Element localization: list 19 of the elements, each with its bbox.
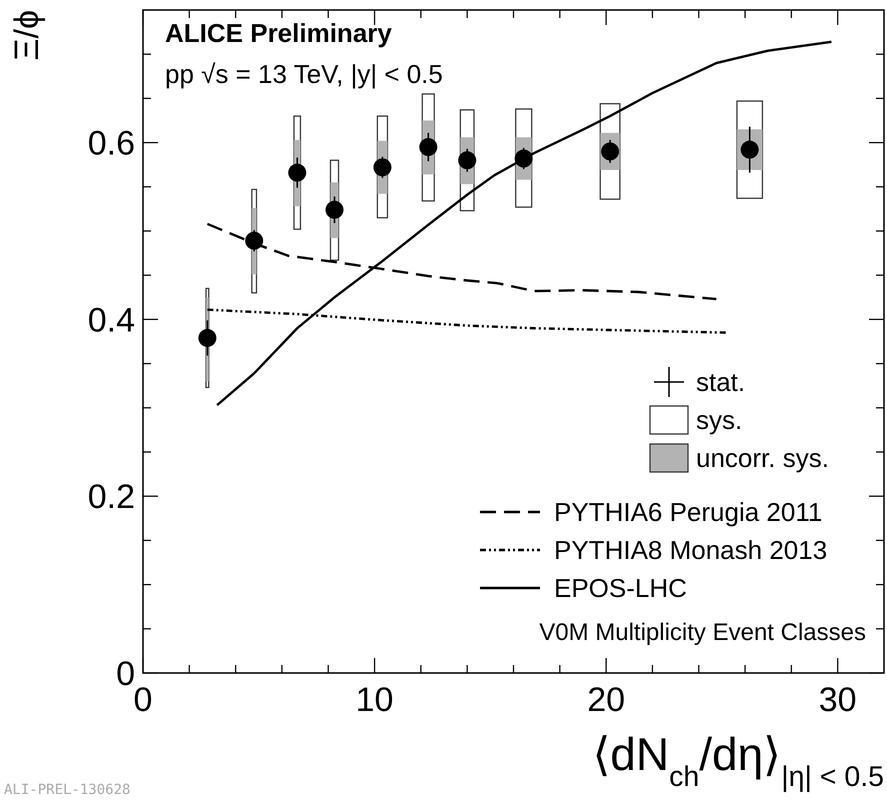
y-tick-label: 0.4	[88, 301, 135, 340]
text: pp √s = 13 TeV, |y| < 0.5	[165, 59, 443, 89]
y-tick-label: 0.6	[88, 124, 135, 163]
x-axis-title: ⟨dN$_{ch}$/dη⟩$_{|η| < 0.5}$	[592, 728, 884, 793]
y-tick-label: 0	[116, 655, 135, 693]
x-tick-label: 30	[818, 681, 857, 719]
y-axis-title: Ξ/ϕ	[8, 10, 46, 61]
legend-label: uncorr. sys.	[696, 443, 829, 473]
x-tick-label: 10	[356, 681, 394, 719]
annotation: V0M Multiplicity Event Classes	[539, 619, 866, 646]
legend-label: PYTHIA6 Perugia 2011	[554, 497, 822, 527]
text: ALI-PREL-130628	[4, 782, 130, 798]
legend-label: EPOS-LHC	[554, 573, 687, 603]
chart-title: ALICE Preliminary	[165, 18, 392, 48]
x-tick-label: 20	[587, 681, 626, 719]
legend-label: PYTHIA8 Monash 2013	[554, 535, 828, 565]
legend-label: sys.	[696, 405, 742, 435]
legend-label: stat.	[696, 367, 746, 397]
y-tick-label: 0.2	[88, 478, 135, 516]
